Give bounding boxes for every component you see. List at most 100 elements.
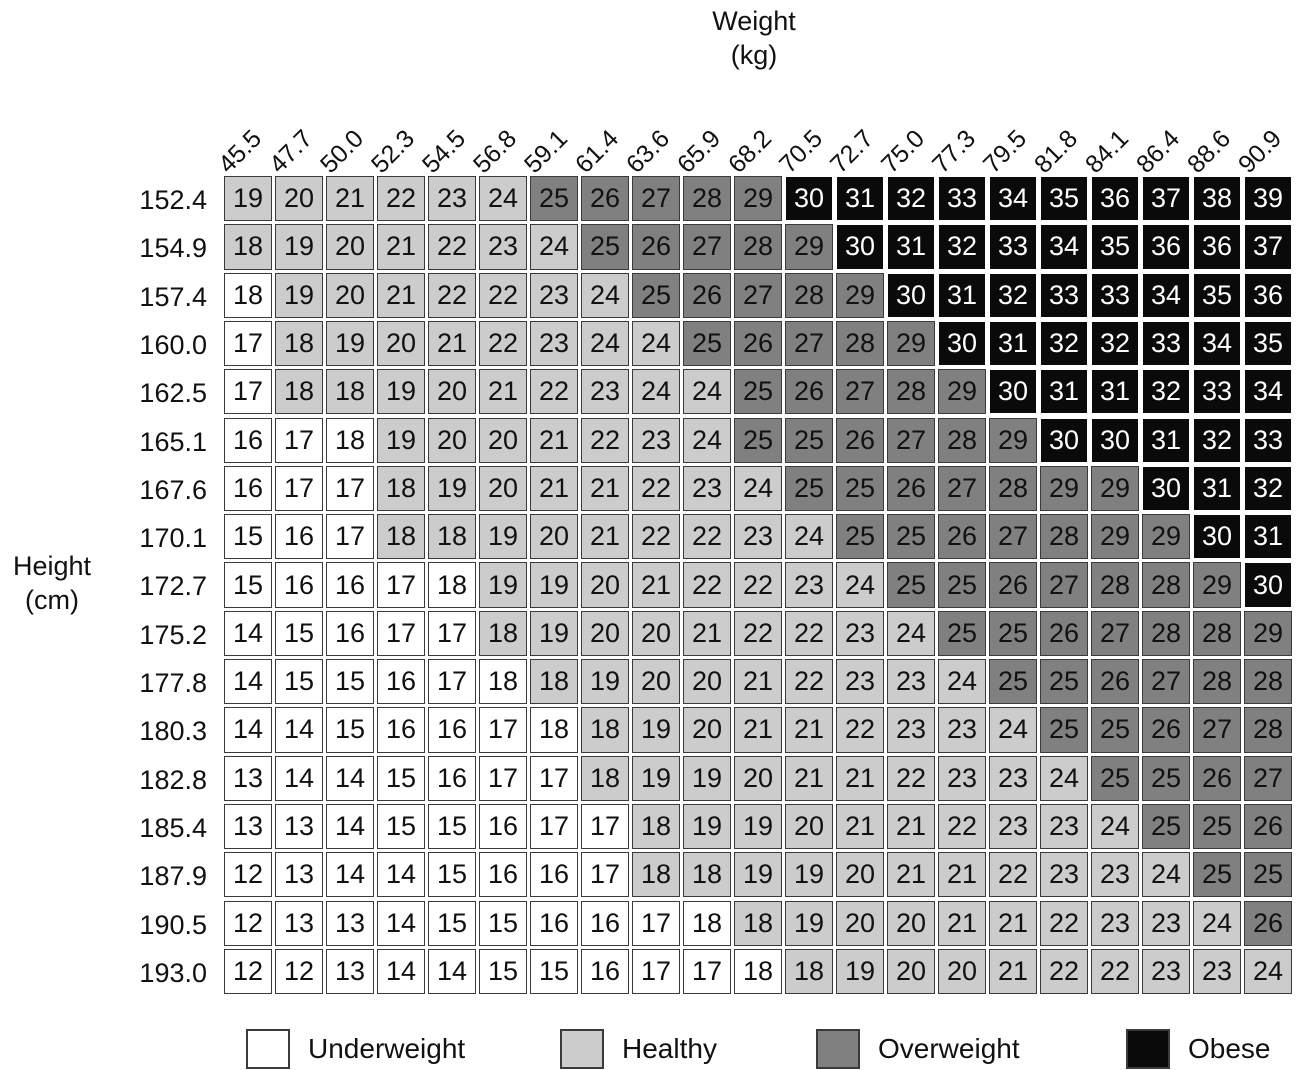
bmi-cell: 15 — [326, 659, 374, 705]
bmi-cell: 19 — [734, 803, 782, 850]
bmi-cell: 15 — [377, 755, 425, 801]
bmi-cell: 23 — [989, 755, 1037, 801]
bmi-cell: 17 — [632, 900, 680, 946]
bmi-cell: 28 — [785, 272, 833, 318]
legend-swatch — [560, 1029, 604, 1069]
bmi-cell: 17 — [224, 369, 272, 415]
bmi-cell: 14 — [326, 755, 374, 801]
bmi-cell: 36 — [1142, 224, 1190, 270]
bmi-cell: 21 — [938, 900, 986, 946]
bmi-cell: 22 — [989, 852, 1037, 898]
bmi-cell: 27 — [989, 514, 1037, 560]
legend-swatch — [246, 1029, 290, 1069]
bmi-cell: 24 — [1244, 948, 1292, 995]
bmi-cell: 14 — [224, 707, 272, 753]
bmi-cell: 20 — [581, 562, 629, 608]
bmi-cell: 32 — [938, 224, 986, 270]
bmi-cell: 32 — [887, 176, 935, 222]
bmi-cell: 19 — [785, 900, 833, 946]
bmi-cell: 18 — [683, 900, 731, 946]
bmi-cell: 34 — [1244, 369, 1292, 415]
bmi-cell: 33 — [1040, 272, 1088, 318]
bmi-cell: 17 — [530, 755, 578, 801]
bmi-cell: 33 — [1142, 320, 1190, 367]
x-tick-label: 65.9 — [671, 124, 727, 179]
bmi-cell: 25 — [530, 176, 578, 222]
bmi-cell: 32 — [989, 272, 1037, 318]
bmi-cell: 21 — [326, 176, 374, 222]
x-tick-label: 70.5 — [773, 124, 829, 179]
bmi-cell: 31 — [938, 272, 986, 318]
bmi-cell: 36 — [1091, 176, 1139, 222]
x-tick-label: 84.1 — [1079, 124, 1135, 179]
bmi-cell: 24 — [1091, 803, 1139, 850]
bmi-cell: 22 — [785, 659, 833, 705]
bmi-cell: 20 — [530, 514, 578, 560]
bmi-cell: 18 — [479, 659, 527, 705]
bmi-cell: 28 — [683, 176, 731, 222]
bmi-cell: 14 — [377, 900, 425, 946]
x-tick-label: 61.4 — [569, 124, 625, 179]
x-tick-label: 72.7 — [824, 124, 880, 179]
bmi-cell: 15 — [275, 610, 323, 656]
bmi-cell: 23 — [530, 320, 578, 367]
bmi-cell: 23 — [1091, 900, 1139, 946]
bmi-cell: 14 — [224, 610, 272, 656]
bmi-cell: 23 — [989, 803, 1037, 850]
x-tick-label: 63.6 — [620, 124, 676, 179]
bmi-cell: 16 — [377, 707, 425, 753]
bmi-cell: 15 — [479, 900, 527, 946]
bmi-cell: 19 — [785, 852, 833, 898]
bmi-cell: 12 — [224, 852, 272, 898]
bmi-cell: 20 — [683, 707, 731, 753]
legend-item: Obese — [1126, 1028, 1271, 1070]
bmi-cell: 23 — [428, 176, 476, 222]
bmi-cell: 20 — [887, 948, 935, 995]
bmi-cell: 24 — [785, 514, 833, 560]
bmi-cell: 26 — [1244, 900, 1292, 946]
bmi-cell: 24 — [1040, 755, 1088, 801]
bmi-cell: 20 — [428, 369, 476, 415]
bmi-cell: 25 — [734, 417, 782, 463]
x-tick-label: 68.2 — [722, 124, 778, 179]
bmi-cell: 20 — [632, 610, 680, 656]
bmi-cell: 21 — [479, 369, 527, 415]
bmi-cell: 17 — [581, 852, 629, 898]
bmi-cell: 29 — [1040, 465, 1088, 512]
bmi-cell: 31 — [836, 176, 884, 222]
bmi-cell: 28 — [1244, 659, 1292, 705]
bmi-cell: 22 — [1091, 948, 1139, 995]
x-axis-title-text: Weight (kg) — [712, 6, 796, 70]
bmi-cell: 21 — [989, 948, 1037, 995]
bmi-cell: 19 — [632, 755, 680, 801]
bmi-cell: 23 — [938, 707, 986, 753]
bmi-cell: 31 — [1040, 369, 1088, 415]
bmi-cell: 31 — [1244, 514, 1292, 560]
bmi-cell: 21 — [836, 755, 884, 801]
bmi-cell: 25 — [836, 465, 884, 512]
bmi-cell: 21 — [785, 707, 833, 753]
bmi-cell: 26 — [632, 224, 680, 270]
bmi-cell: 19 — [581, 659, 629, 705]
bmi-cell: 22 — [581, 417, 629, 463]
bmi-cell: 21 — [734, 659, 782, 705]
bmi-cell: 15 — [224, 562, 272, 608]
x-tick-label: 79.5 — [977, 124, 1033, 179]
bmi-cell: 21 — [530, 465, 578, 512]
bmi-cell: 28 — [989, 465, 1037, 512]
bmi-cell: 20 — [479, 465, 527, 512]
y-tick-label: 177.8 — [139, 668, 207, 698]
bmi-cell: 24 — [1193, 900, 1241, 946]
y-tick-label: 175.2 — [139, 619, 207, 650]
bmi-cell: 22 — [887, 755, 935, 801]
x-tick-label: 54.5 — [416, 124, 472, 179]
bmi-cell: 20 — [836, 900, 884, 946]
bmi-cell: 16 — [377, 659, 425, 705]
bmi-cell: 19 — [377, 417, 425, 463]
bmi-cell: 17 — [683, 948, 731, 995]
bmi-cell: 18 — [377, 465, 425, 512]
bmi-cell: 36 — [1193, 224, 1241, 270]
bmi-cell: 32 — [1244, 465, 1292, 512]
x-tick-label: 77.3 — [926, 124, 982, 179]
bmi-cell: 28 — [836, 320, 884, 367]
